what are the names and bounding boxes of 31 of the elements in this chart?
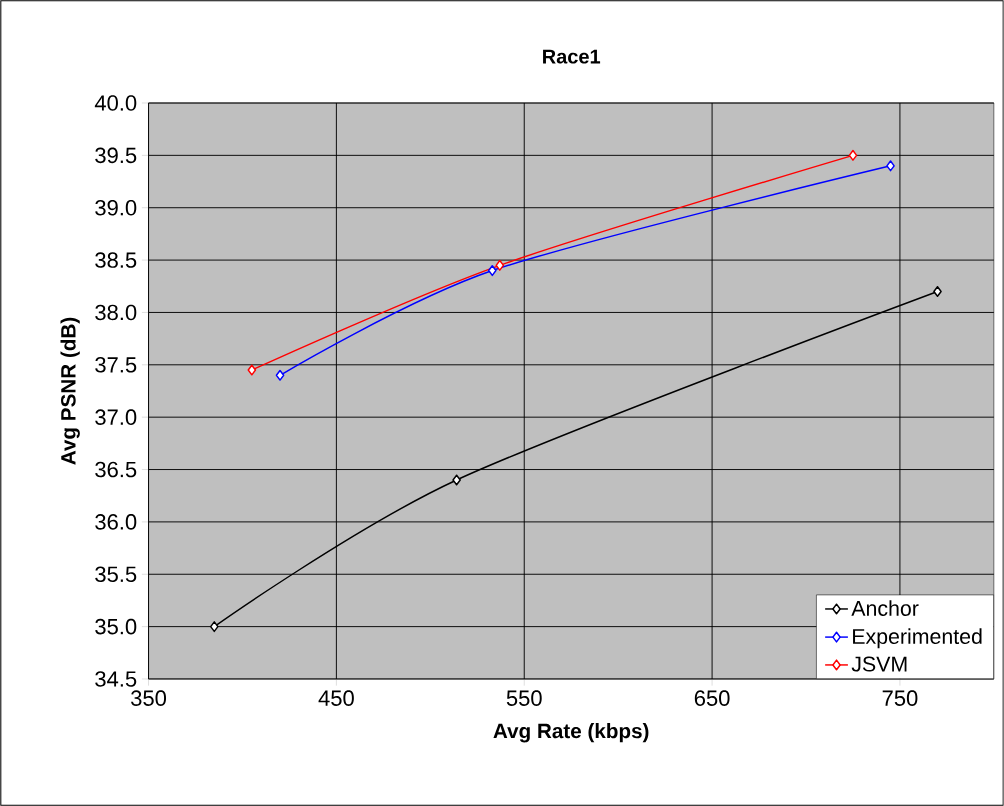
x-tick-label: 750 — [882, 690, 918, 706]
point — [848, 149, 858, 161]
y-tick-label: 38.0 — [95, 304, 137, 321]
y-tick-label: 40.0 — [94, 95, 137, 111]
point — [275, 369, 285, 381]
point — [209, 621, 219, 633]
legend-label: Anchor — [851, 600, 919, 616]
point — [452, 474, 461, 486]
y-tick-label: 35.0 — [95, 618, 137, 635]
y-tick-label: 36.5 — [95, 461, 137, 478]
point — [487, 265, 497, 277]
x-tick-label: 350 — [131, 690, 167, 706]
y-tick-label: 39.0 — [95, 199, 137, 216]
y-tick-label: 39.5 — [95, 147, 137, 164]
x-tick-label: 550 — [506, 690, 542, 706]
x-axis-title: Avg Rate (kbps) — [493, 723, 649, 743]
x-tick-label: 650 — [694, 690, 730, 706]
x-tick-label: 450 — [318, 690, 354, 706]
point — [247, 364, 257, 376]
y-tick-label: 36.0 — [95, 514, 137, 530]
y-tick-label: 34.5 — [95, 671, 137, 687]
y-axis-title: Avg PSNR (dB) — [60, 317, 80, 465]
y-tick-label: 35.5 — [95, 566, 137, 583]
point — [886, 160, 895, 172]
legend-label: JSVM — [851, 656, 907, 672]
chart-title: Race1 — [543, 49, 601, 64]
legend-label: Experimented — [853, 628, 982, 649]
point — [495, 259, 505, 271]
y-tick-label: 38.5 — [95, 252, 137, 268]
y-tick-label: 37.5 — [95, 357, 137, 373]
y-tick-label: 37.0 — [95, 409, 137, 425]
